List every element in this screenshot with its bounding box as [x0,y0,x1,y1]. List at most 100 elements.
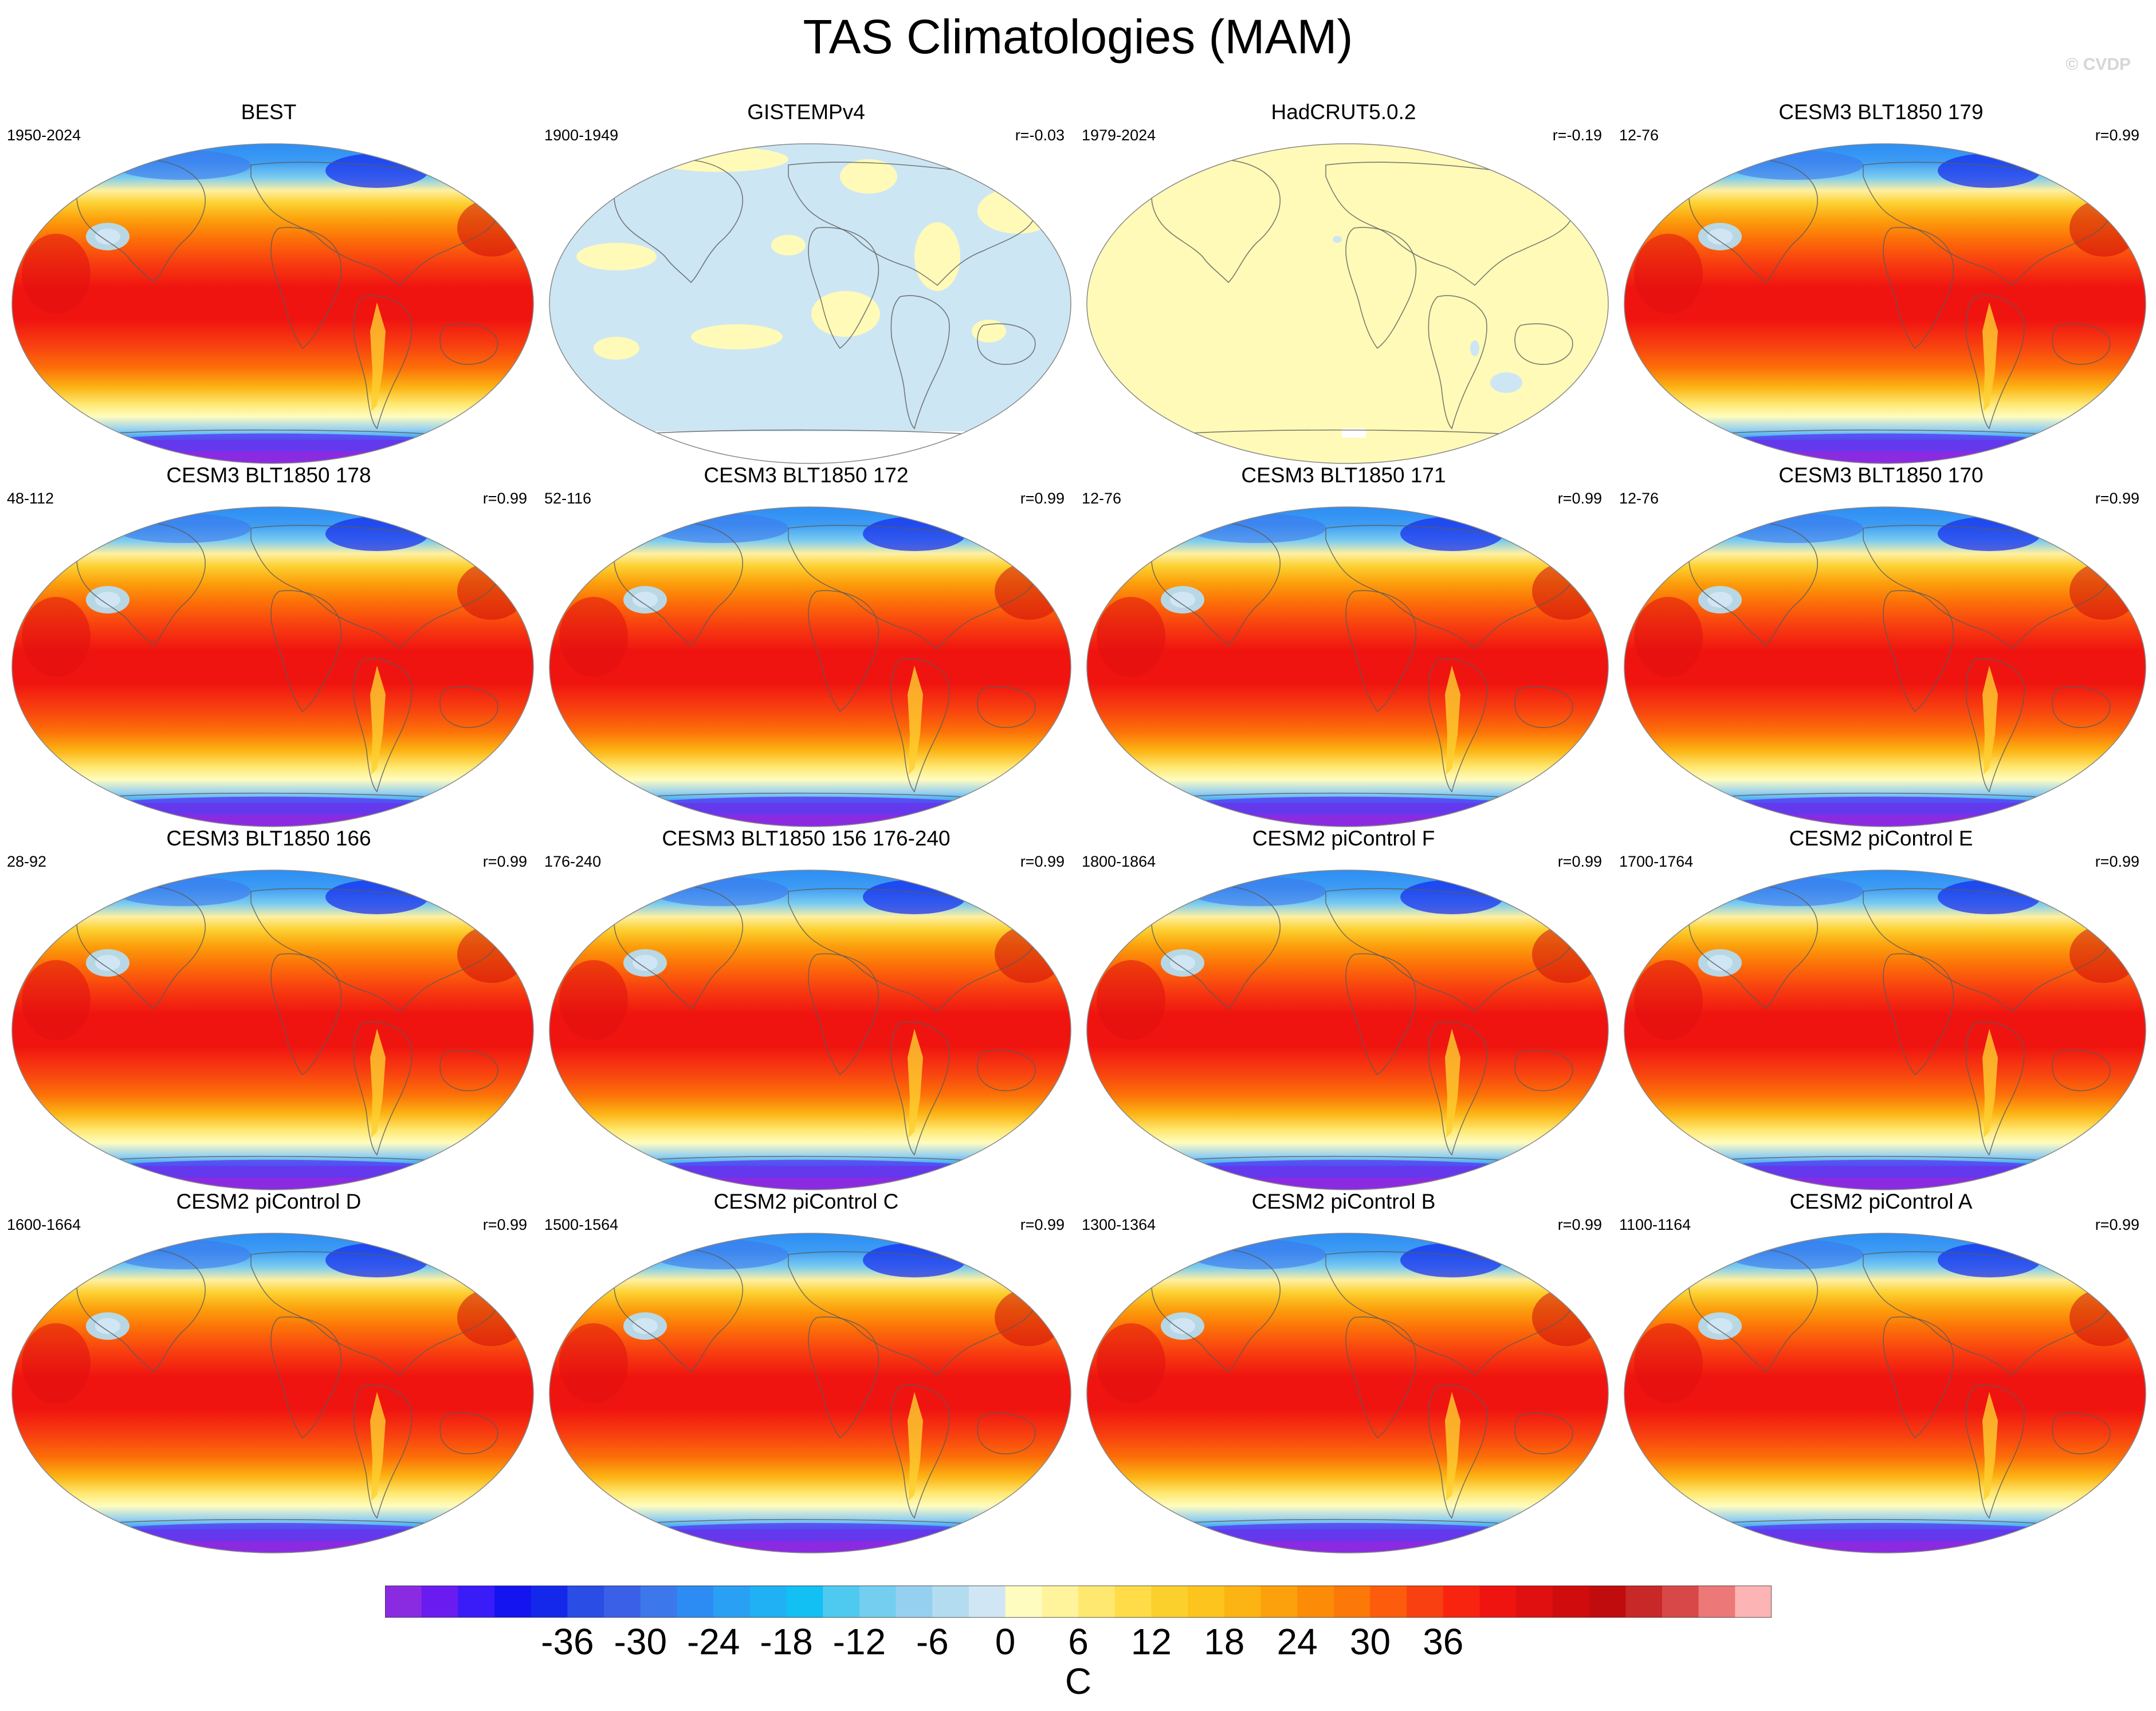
panel-title: CESM2 piControl C [713,1190,899,1213]
colorbar-swatch [1114,1586,1152,1618]
colorbar-swatch [1735,1586,1772,1618]
figure-title: TAS Climatologies (MAM) [803,10,1353,64]
colorbar-unit-label: C [1065,1661,1092,1702]
panel-correlation-label: r=0.99 [1557,490,1602,507]
panel-years-label: 12-76 [1619,127,1659,144]
panel-title: CESM2 piControl D [176,1190,362,1213]
temperature-map [11,1233,534,1553]
panel-years-label: 48-112 [7,490,54,507]
panel-years-label: 176-240 [544,853,602,870]
panel-title: CESM2 piControl F [1252,827,1435,850]
panel-years-label: 1900-1949 [544,127,619,144]
temperature-map [1086,1233,1609,1553]
colorbar-swatch [932,1586,969,1618]
colorbar-swatch [494,1586,532,1618]
panel-years-label: 1100-1164 [1619,1216,1691,1233]
panel-years-label: 12-76 [1082,490,1122,507]
panel-years-label: 1950-2024 [7,127,81,144]
map-panel: CESM2 piControl C 1500-1564 r=0.99 [542,1189,1071,1553]
colorbar-tick-label: 30 [1349,1621,1391,1662]
map-panel: CESM3 BLT1850 166 28-92 r=0.99 [5,826,534,1190]
panel-title: CESM2 piControl E [1789,827,1973,850]
map-panel: CESM2 piControl A 1100-1164 r=0.99 [1617,1189,2146,1553]
colorbar-swatch [896,1586,933,1618]
colorbar-tick-label: 36 [1423,1621,1464,1662]
panel-title: CESM3 BLT1850 178 [166,463,371,487]
panel-title: GISTEMPv4 [747,100,865,124]
panel-years-label: 1600-1664 [7,1216,81,1233]
panel-correlation-label: r=0.99 [1020,1216,1065,1233]
panel-title: CESM3 BLT1850 166 [166,827,371,850]
panel-title: CESM2 piControl A [1789,1190,1973,1213]
colorbar-tick-label: 24 [1277,1621,1318,1662]
panel-years-label: 1700-1764 [1619,853,1694,870]
colorbar-swatch [1151,1586,1188,1618]
colorbar-swatch [1260,1586,1298,1618]
panel-title: CESM2 piControl B [1251,1190,1436,1213]
colorbar-swatch [749,1586,787,1618]
panel-years-label: 12-76 [1619,490,1659,507]
temperature-map [1086,143,1609,464]
temperature-map [1624,870,2146,1190]
temperature-map [11,870,534,1190]
panel-correlation-label: r=-0.19 [1552,127,1602,144]
colorbar-swatch [1078,1586,1116,1618]
colorbar-tick-label: -6 [916,1621,949,1662]
panel-years-label: 1800-1864 [1082,853,1156,870]
temperature-map [1624,1233,2146,1553]
map-panel: CESM3 BLT1850 178 48-112 r=0.99 [5,463,534,827]
map-panel: CESM2 piControl B 1300-1364 r=0.99 [1079,1189,1609,1553]
colorbar-swatch [421,1586,458,1618]
panel-correlation-label: r=0.99 [2095,853,2139,870]
temperature-map [549,506,1071,827]
colorbar-swatch [640,1586,678,1618]
temperature-map [549,143,1071,464]
colorbar-tick-label: -24 [686,1621,740,1662]
panel-years-label: 52-116 [544,490,592,507]
panel-title: HadCRUT5.0.2 [1271,100,1416,124]
colorbar-swatch [1407,1586,1444,1618]
panel-years-label: 1979-2024 [1082,127,1156,144]
panel-correlation-label: r=0.99 [2095,490,2139,507]
panel-years-label: 28-92 [7,853,47,870]
colorbar-tick-label: 12 [1130,1621,1172,1662]
colorbar-swatch [968,1586,1006,1618]
panel-correlation-label: r=0.99 [1557,1216,1602,1233]
panel-correlation-label: r=0.99 [1020,853,1065,870]
colorbar-swatch [458,1586,495,1618]
colorbar-swatch [567,1586,604,1618]
map-panel: CESM3 BLT1850 172 52-116 r=0.99 [542,463,1071,827]
panel-title: CESM3 BLT1850 172 [704,463,909,487]
credit-watermark: © CVDP [2065,55,2131,74]
colorbar-swatch [1188,1586,1225,1618]
panel-title: CESM3 BLT1850 171 [1241,463,1446,487]
colorbar-swatch [1552,1586,1590,1618]
colorbar-swatch [859,1586,897,1618]
colorbar-tick-label: -36 [541,1621,594,1662]
colorbar-swatch [1005,1586,1042,1618]
colorbar-swatch [1333,1586,1371,1618]
temperature-map [11,506,534,827]
colorbar-swatch [1589,1586,1626,1618]
panel-correlation-label: r=0.99 [482,1216,527,1233]
colorbar [385,1586,1772,1618]
colorbar-swatch [1297,1586,1334,1618]
colorbar-swatch [1370,1586,1407,1618]
map-panel: CESM3 BLT1850 156 176-240 176-240 r=0.99 [542,826,1071,1190]
temperature-map [1086,870,1609,1190]
map-panel: BEST 1950-2024 [5,100,534,464]
panel-correlation-label: r=0.99 [1020,490,1065,507]
colorbar-swatch [1443,1586,1480,1618]
panel-correlation-label: r=0.99 [482,490,527,507]
colorbar-swatch [1224,1586,1262,1618]
map-panel: GISTEMPv4 1900-1949 r=-0.03 [542,100,1071,464]
temperature-map [1624,506,2146,827]
map-panel: HadCRUT5.0.2 1979-2024 r=-0.19 [1079,100,1609,464]
temperature-map [549,870,1071,1190]
panel-title: CESM3 BLT1850 170 [1778,463,1984,487]
colorbar-swatch [1479,1586,1517,1618]
colorbar-swatch [1516,1586,1553,1618]
colorbar-tick-label: 0 [995,1621,1016,1662]
colorbar-swatch [713,1586,751,1618]
colorbar-swatch [1662,1586,1699,1618]
